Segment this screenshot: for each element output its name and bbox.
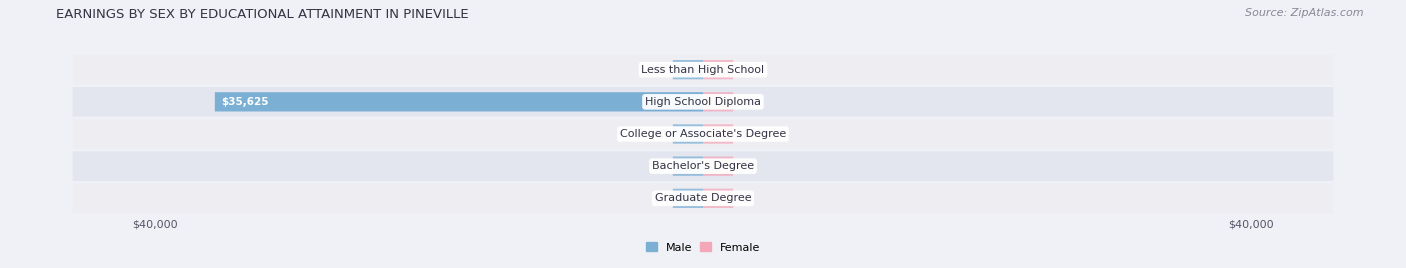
Text: EARNINGS BY SEX BY EDUCATIONAL ATTAINMENT IN PINEVILLE: EARNINGS BY SEX BY EDUCATIONAL ATTAINMEN…	[56, 8, 468, 21]
FancyBboxPatch shape	[73, 87, 1333, 117]
FancyBboxPatch shape	[703, 92, 733, 111]
FancyBboxPatch shape	[673, 124, 703, 144]
Text: Bachelor's Degree: Bachelor's Degree	[652, 161, 754, 171]
Text: $0: $0	[740, 193, 752, 203]
Text: $0: $0	[654, 65, 666, 75]
Text: Less than High School: Less than High School	[641, 65, 765, 75]
Text: $0: $0	[740, 161, 752, 171]
Text: College or Associate's Degree: College or Associate's Degree	[620, 129, 786, 139]
FancyBboxPatch shape	[73, 55, 1333, 84]
FancyBboxPatch shape	[673, 189, 703, 208]
Text: $0: $0	[740, 97, 752, 107]
Text: Source: ZipAtlas.com: Source: ZipAtlas.com	[1246, 8, 1364, 18]
Text: $0: $0	[654, 193, 666, 203]
FancyBboxPatch shape	[73, 119, 1333, 149]
FancyBboxPatch shape	[73, 151, 1333, 181]
Text: High School Diploma: High School Diploma	[645, 97, 761, 107]
Text: $0: $0	[740, 129, 752, 139]
Text: Graduate Degree: Graduate Degree	[655, 193, 751, 203]
Text: $0: $0	[740, 65, 752, 75]
FancyBboxPatch shape	[703, 157, 733, 176]
FancyBboxPatch shape	[703, 189, 733, 208]
FancyBboxPatch shape	[73, 184, 1333, 213]
FancyBboxPatch shape	[703, 60, 733, 79]
Text: $35,625: $35,625	[221, 97, 269, 107]
FancyBboxPatch shape	[215, 92, 703, 111]
Text: $0: $0	[654, 129, 666, 139]
FancyBboxPatch shape	[703, 124, 733, 144]
Text: $0: $0	[654, 161, 666, 171]
FancyBboxPatch shape	[673, 60, 703, 79]
Legend: Male, Female: Male, Female	[641, 238, 765, 257]
FancyBboxPatch shape	[673, 157, 703, 176]
